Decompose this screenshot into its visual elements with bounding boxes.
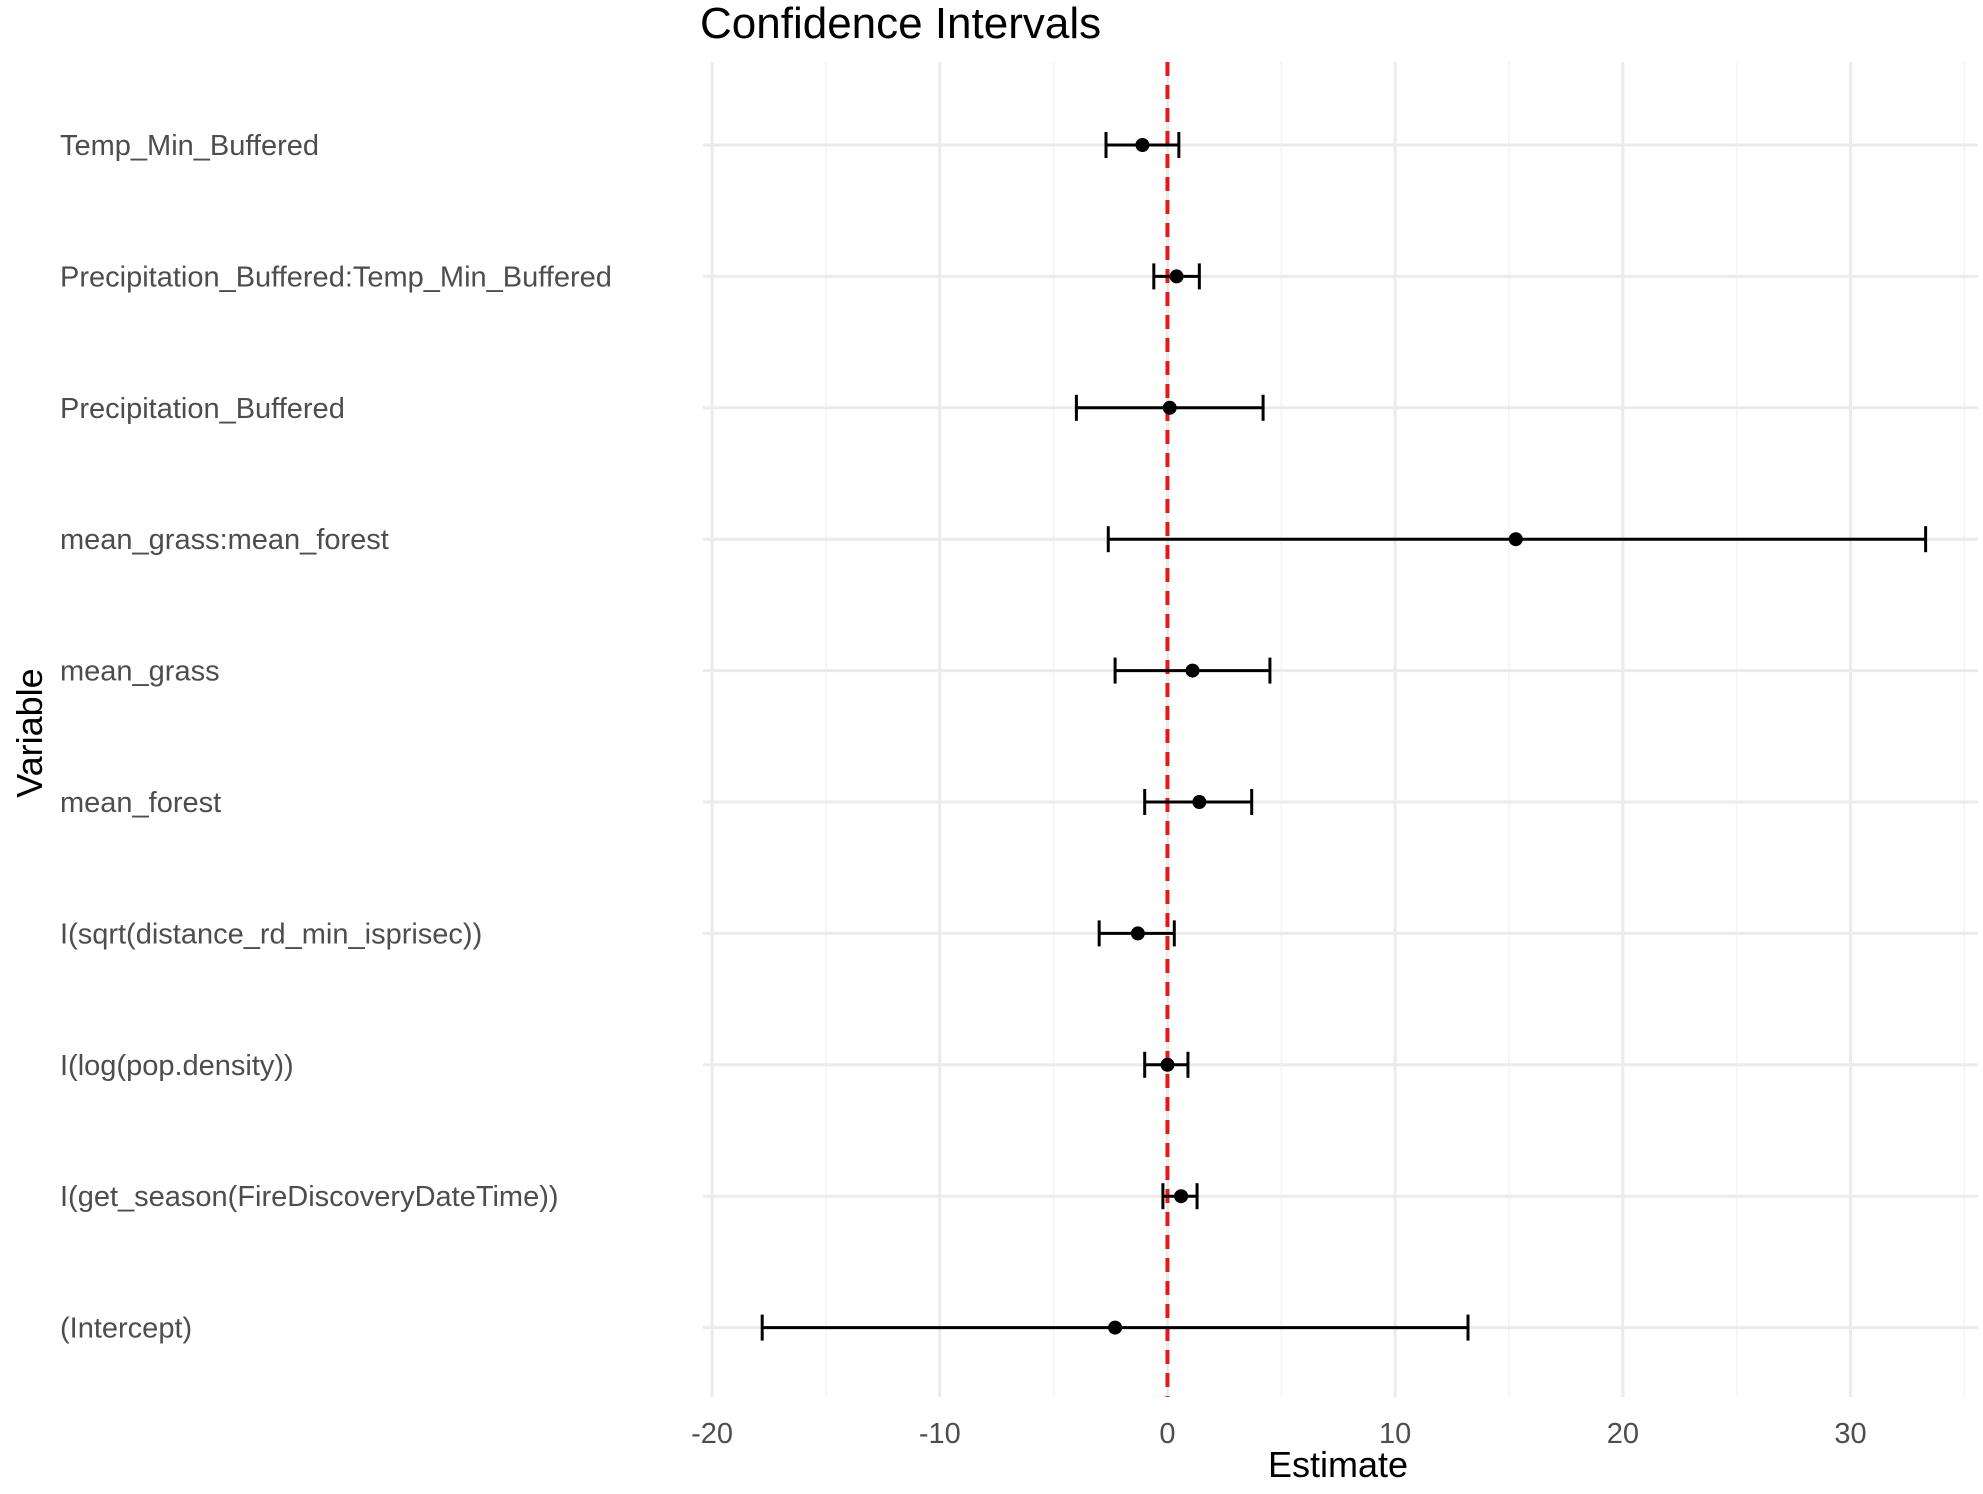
point-estimate [1185,663,1200,678]
y-axis-title: Variable [9,668,50,797]
labels-layer: Temp_Min_Buffered Precipitation_Buffered:… [60,130,1867,1450]
point-estimate [1108,1320,1123,1335]
x-tick-label: -10 [919,1418,961,1450]
y-tick-label: I(get_season(FireDiscoveryDateTime)) [60,1181,559,1213]
chart-title: Confidence Intervals [700,0,1101,48]
x-tick-label: 0 [1159,1418,1175,1450]
x-tick-label: 30 [1834,1418,1866,1450]
point-estimate [1169,269,1184,284]
point-estimate [1174,1189,1189,1204]
x-tick-label: -20 [691,1418,733,1450]
point-estimate [1160,1057,1175,1072]
grid-layer [703,62,1978,1397]
y-tick-label: Precipitation_Buffered [60,393,345,425]
x-tick-label: 20 [1607,1418,1639,1450]
y-tick-label: I(log(pop.density)) [60,1050,294,1082]
point-estimate [1162,400,1177,415]
y-tick-label: mean_grass [60,656,220,688]
point-estimate [1192,795,1207,809]
x-axis-title: Estimate [1268,1444,1408,1485]
y-tick-label: mean_grass:mean_forest [60,524,389,556]
point-estimate [1508,532,1523,547]
y-tick-label: I(sqrt(distance_rd_min_isprisec)) [60,918,482,950]
y-tick-label: Temp_Min_Buffered [60,130,319,162]
y-tick-label: (Intercept) [60,1313,192,1345]
interval-marks-layer [760,132,1928,1341]
y-tick-label: mean_forest [60,787,221,819]
point-estimate [1135,138,1150,152]
y-tick-label: Precipitation_Buffered:Temp_Min_Buffered [60,261,612,293]
point-estimate [1130,926,1145,941]
x-tick-label: 10 [1379,1418,1411,1450]
